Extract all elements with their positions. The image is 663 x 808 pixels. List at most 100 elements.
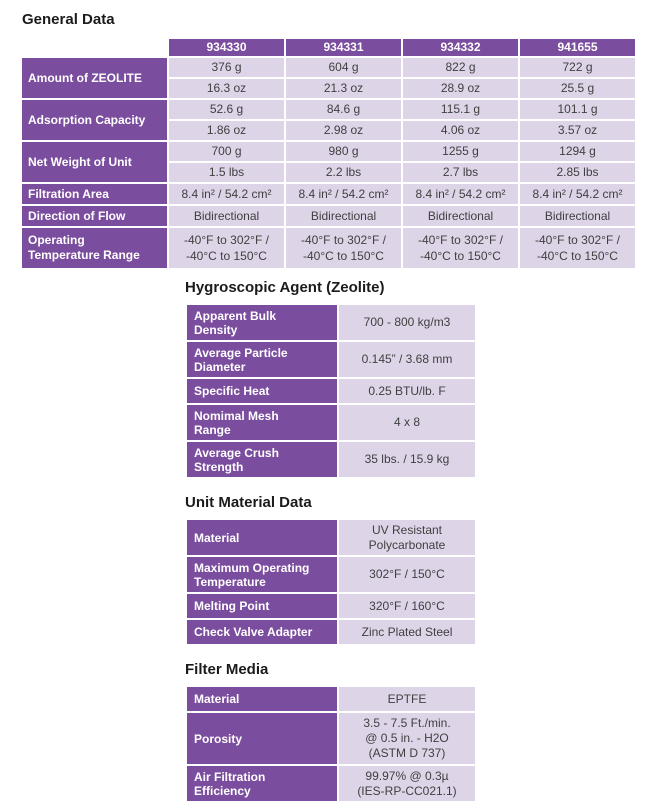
column-header: 934331 xyxy=(286,39,401,56)
table-cell: 3.5 - 7.5 Ft./min. @ 0.5 in. - H2O (ASTM… xyxy=(339,713,475,764)
table-row: Net Weight of Unit 700 g 980 g 1255 g 12… xyxy=(22,142,635,182)
table-row: Amount of ZEOLITE 376 g 604 g 822 g 722 … xyxy=(22,58,635,98)
row-label-nominal-mesh-range: Nomimal Mesh Range xyxy=(187,405,337,440)
row-label-material: Material xyxy=(187,520,337,555)
table-row: Average Crush Strength 35 lbs. / 15.9 kg xyxy=(187,442,475,477)
table-cell: 1.5 lbs xyxy=(169,163,284,182)
table-cell: EPTFE xyxy=(339,687,475,711)
table-cell: 4.06 oz xyxy=(403,121,518,140)
table-cell: 25.5 g xyxy=(520,79,635,98)
table-cell: 1294 g xyxy=(520,142,635,161)
table-cell: UV Resistant Polycarbonate xyxy=(339,520,475,555)
row-label-specific-heat: Specific Heat xyxy=(187,379,337,403)
table-cell: -40°F to 302°F / -40°C to 150°C xyxy=(286,228,401,268)
table-row: Operating Temperature Range -40°F to 302… xyxy=(22,228,635,268)
table-cell: 2.85 lbs xyxy=(520,163,635,182)
table-cell: 35 lbs. / 15.9 kg xyxy=(339,442,475,477)
row-label-material: Material xyxy=(187,687,337,711)
table-cell: 980 g xyxy=(286,142,401,161)
table-cell: 8.4 in² / 54.2 cm² xyxy=(169,184,284,204)
table-cell: 52.6 g xyxy=(169,100,284,119)
unit-material-title: Unit Material Data xyxy=(185,494,312,511)
column-header: 934332 xyxy=(403,39,518,56)
table-cell: 8.4 in² / 54.2 cm² xyxy=(403,184,518,204)
row-label-check-valve-adapter: Check Valve Adapter xyxy=(187,620,337,644)
table-row: Porosity 3.5 - 7.5 Ft./min. @ 0.5 in. - … xyxy=(187,713,475,764)
table-cell: Bidirectional xyxy=(169,206,284,226)
row-label-air-filtration-efficiency: Air Filtration Efficiency xyxy=(187,766,337,801)
table-row: 1.5 lbs 2.2 lbs 2.7 lbs 2.85 lbs xyxy=(22,163,635,182)
spec-sheet-page: General Data 934330 934331 934332 941655… xyxy=(0,11,663,808)
row-label-adsorption-capacity: Adsorption Capacity xyxy=(22,100,167,140)
column-header: 934330 xyxy=(169,39,284,56)
table-cell: 8.4 in² / 54.2 cm² xyxy=(286,184,401,204)
table-cell: 0.145” / 3.68 mm xyxy=(339,342,475,377)
table-cell: 3.57 oz xyxy=(520,121,635,140)
row-label-apparent-bulk-density: Apparent Bulk Density xyxy=(187,305,337,340)
row-label-melting-point: Melting Point xyxy=(187,594,337,618)
table-cell: 722 g xyxy=(520,58,635,77)
table-cell: 101.1 g xyxy=(520,100,635,119)
column-header: 941655 xyxy=(520,39,635,56)
table-row: Air Filtration Efficiency 99.97% @ 0.3µ … xyxy=(187,766,475,801)
table-cell: -40°F to 302°F / -40°C to 150°C xyxy=(520,228,635,268)
sub-sections: Hygroscopic Agent (Zeolite) Apparent Bul… xyxy=(185,279,663,803)
table-row: Apparent Bulk Density 700 - 800 kg/m3 xyxy=(187,305,475,340)
table-cell: 28.9 oz xyxy=(403,79,518,98)
table-cell: Bidirectional xyxy=(286,206,401,226)
table-row: Check Valve Adapter Zinc Plated Steel xyxy=(187,620,475,644)
table-cell: -40°F to 302°F / -40°C to 150°C xyxy=(403,228,518,268)
table-cell: 0.25 BTU/lb. F xyxy=(339,379,475,403)
unit-material-table: Material UV Resistant Polycarbonate Maxi… xyxy=(185,518,477,646)
table-cell: -40°F to 302°F / -40°C to 150°C xyxy=(169,228,284,268)
table-cell: 8.4 in² / 54.2 cm² xyxy=(520,184,635,204)
filter-media-table: Material EPTFE Porosity 3.5 - 7.5 Ft./mi… xyxy=(185,685,477,803)
table-cell: 2.2 lbs xyxy=(286,163,401,182)
hygroscopic-agent-title: Hygroscopic Agent (Zeolite) xyxy=(185,279,385,296)
table-row: Average Particle Diameter 0.145” / 3.68 … xyxy=(187,342,475,377)
table-cell: 700 g xyxy=(169,142,284,161)
row-label-maximum-operating-temperature: Maximum Operating Temperature xyxy=(187,557,337,592)
corner-cell xyxy=(22,39,167,56)
row-label-porosity: Porosity xyxy=(187,713,337,764)
table-cell: 700 - 800 kg/m3 xyxy=(339,305,475,340)
table-cell: 115.1 g xyxy=(403,100,518,119)
table-cell: 99.97% @ 0.3µ (IES-RP-CC021.1) xyxy=(339,766,475,801)
table-row: Melting Point 320°F / 160°C xyxy=(187,594,475,618)
row-label-operating-temperature: Operating Temperature Range xyxy=(22,228,167,268)
table-cell: 16.3 oz xyxy=(169,79,284,98)
table-row: Adsorption Capacity 52.6 g 84.6 g 115.1 … xyxy=(22,100,635,140)
hygroscopic-agent-table: Apparent Bulk Density 700 - 800 kg/m3 Av… xyxy=(185,303,477,479)
row-label-average-particle-diameter: Average Particle Diameter xyxy=(187,342,337,377)
table-cell: 1.86 oz xyxy=(169,121,284,140)
table-cell: 604 g xyxy=(286,58,401,77)
row-label-filtration-area: Filtration Area xyxy=(22,184,167,204)
table-cell: Bidirectional xyxy=(520,206,635,226)
table-cell: 1255 g xyxy=(403,142,518,161)
table-cell: Zinc Plated Steel xyxy=(339,620,475,644)
table-row: Filtration Area 8.4 in² / 54.2 cm² 8.4 i… xyxy=(22,184,635,204)
row-label-direction-of-flow: Direction of Flow xyxy=(22,206,167,226)
header-row: 934330 934331 934332 941655 xyxy=(22,39,635,56)
row-label-average-crush-strength: Average Crush Strength xyxy=(187,442,337,477)
table-cell: Bidirectional xyxy=(403,206,518,226)
table-row: 1.86 oz 2.98 oz 4.06 oz 3.57 oz xyxy=(22,121,635,140)
table-cell: 376 g xyxy=(169,58,284,77)
table-row: Specific Heat 0.25 BTU/lb. F xyxy=(187,379,475,403)
table-cell: 302°F / 150°C xyxy=(339,557,475,592)
table-cell: 84.6 g xyxy=(286,100,401,119)
table-row: 16.3 oz 21.3 oz 28.9 oz 25.5 g xyxy=(22,79,635,98)
general-data-title: General Data xyxy=(22,11,115,28)
table-cell: 320°F / 160°C xyxy=(339,594,475,618)
row-label-net-weight: Net Weight of Unit xyxy=(22,142,167,182)
table-cell: 4 x 8 xyxy=(339,405,475,440)
table-cell: 21.3 oz xyxy=(286,79,401,98)
table-row: Material EPTFE xyxy=(187,687,475,711)
table-row: Direction of Flow Bidirectional Bidirect… xyxy=(22,206,635,226)
table-cell: 822 g xyxy=(403,58,518,77)
table-row: Maximum Operating Temperature 302°F / 15… xyxy=(187,557,475,592)
row-label-amount-of-zeolite: Amount of ZEOLITE xyxy=(22,58,167,98)
general-data-table: 934330 934331 934332 941655 Amount of ZE… xyxy=(20,37,637,270)
filter-media-title: Filter Media xyxy=(185,661,269,678)
table-cell: 2.7 lbs xyxy=(403,163,518,182)
